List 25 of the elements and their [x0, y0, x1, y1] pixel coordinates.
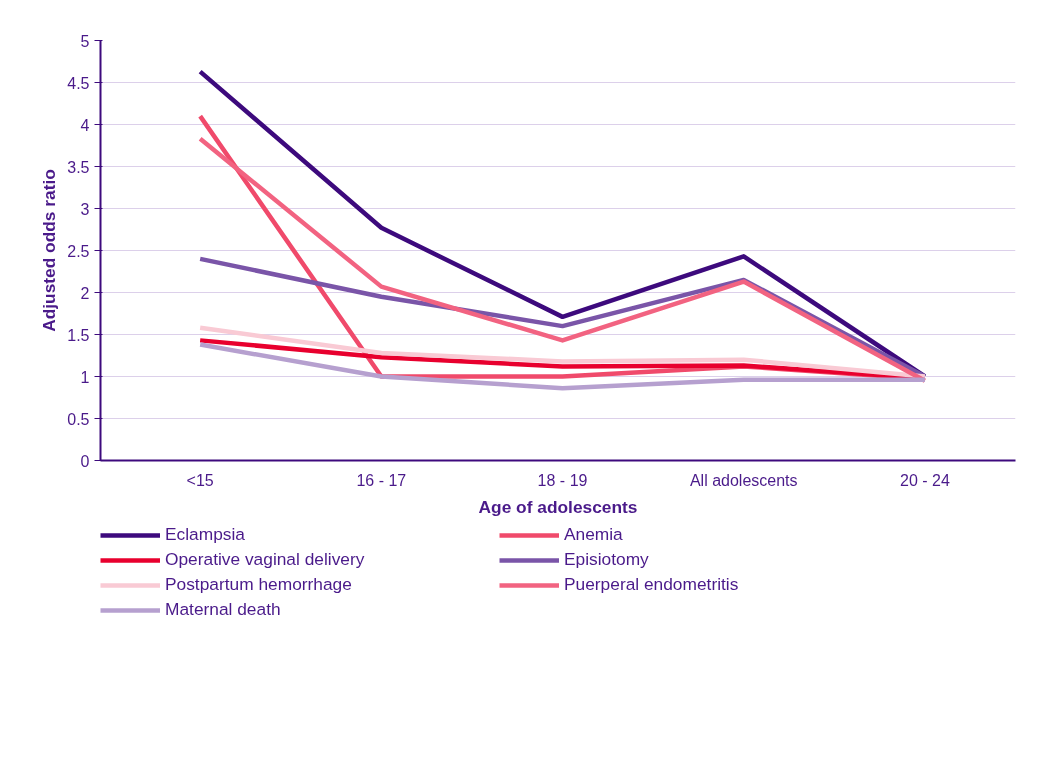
legend-label: Episiotomy: [564, 549, 650, 570]
y-tick-label: 1.5: [67, 326, 90, 344]
legend-label: Puerperal endometritis: [564, 574, 740, 595]
y-tick-label: 3.5: [67, 158, 90, 176]
y-tick-label: 3: [80, 200, 90, 218]
y-tick-label: 0: [80, 452, 90, 470]
y-tick-label: 5: [80, 32, 90, 50]
y-axis-title: Adjusted odds ratio: [39, 169, 60, 332]
legend-label: Anemia: [564, 524, 624, 545]
y-tick-label: 1: [80, 368, 90, 386]
x-tick-label: 18 - 19: [537, 471, 588, 489]
x-tick-label: <15: [186, 471, 214, 489]
y-tick-label: 4.5: [67, 74, 90, 92]
y-tick-label: 2.5: [67, 242, 90, 260]
x-tick-label: All adolescents: [689, 471, 798, 489]
legend-label: Maternal death: [165, 599, 282, 620]
y-tick-label: 4: [80, 116, 90, 134]
x-tick-label: 20 - 24: [900, 471, 950, 489]
y-tick-label: 2: [80, 284, 90, 302]
y-tick-label: 0.5: [67, 410, 90, 428]
legend-label: Postpartum hemorrhage: [165, 574, 353, 595]
legend-label: Eclampsia: [165, 524, 246, 545]
legend-label: Operative vaginal delivery: [165, 549, 366, 570]
x-axis-title: Age of adolescents: [478, 496, 638, 517]
x-tick-label: 16 - 17: [356, 471, 407, 489]
